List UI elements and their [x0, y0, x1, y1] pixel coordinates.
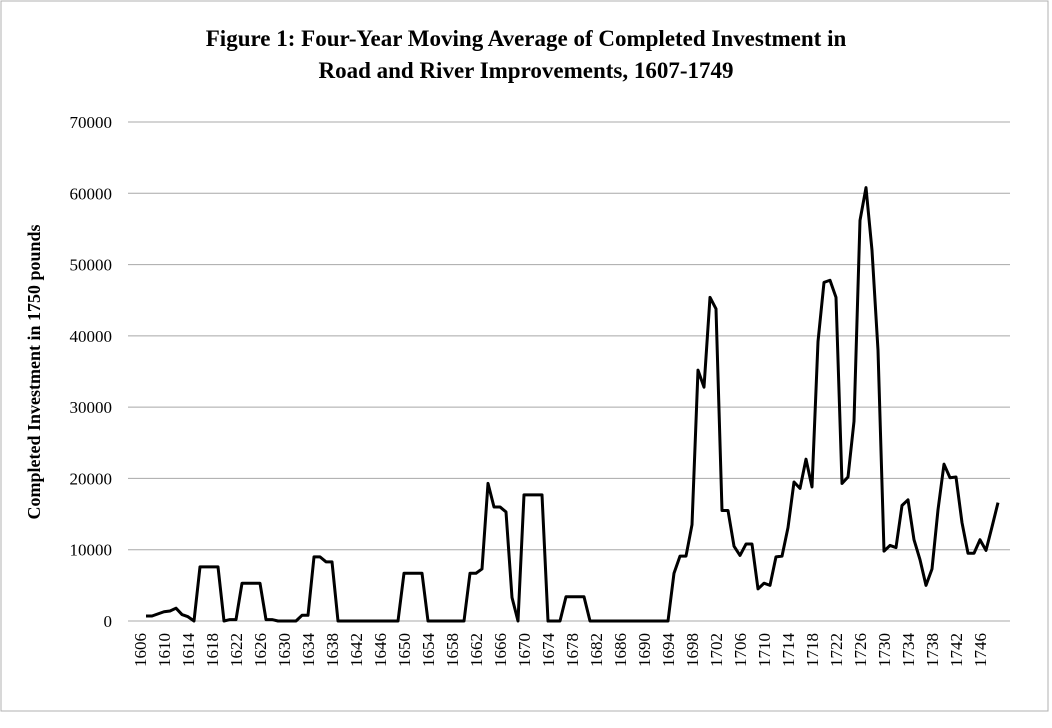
x-tick-label: 1630 — [275, 633, 294, 667]
chart-title: Road and River Improvements, 1607-1749 — [318, 58, 733, 83]
x-tick-label: 1738 — [923, 633, 942, 667]
x-tick-label: 1662 — [467, 633, 486, 667]
x-tick-label: 1682 — [587, 633, 606, 667]
x-tick-label: 1614 — [179, 633, 198, 668]
x-tick-label: 1674 — [539, 633, 558, 668]
x-tick-label: 1726 — [851, 633, 870, 667]
y-tick-label: 0 — [104, 612, 113, 631]
x-tick-label: 1694 — [659, 633, 678, 668]
x-tick-label: 1626 — [251, 633, 270, 667]
x-tick-label: 1650 — [395, 633, 414, 667]
x-tick-label: 1734 — [899, 633, 918, 668]
x-tick-label: 1658 — [443, 633, 462, 667]
x-tick-label: 1670 — [515, 633, 534, 667]
x-tick-label: 1678 — [563, 633, 582, 667]
x-tick-label: 1666 — [491, 633, 510, 667]
x-tick-label: 1742 — [947, 633, 966, 667]
y-tick-label: 10000 — [70, 541, 113, 560]
y-tick-label: 50000 — [70, 256, 113, 275]
x-tick-label: 1606 — [131, 633, 150, 667]
x-tick-label: 1746 — [971, 633, 990, 667]
y-tick-label: 70000 — [70, 113, 113, 132]
y-tick-label: 30000 — [70, 398, 113, 417]
x-tick-label: 1654 — [419, 633, 438, 668]
frame — [0, 0, 1049, 712]
x-tick-label: 1686 — [611, 633, 630, 667]
y-tick-label: 40000 — [70, 327, 113, 346]
x-tick-label: 1706 — [731, 633, 750, 667]
x-tick-label: 1642 — [347, 633, 366, 667]
x-tick-label: 1634 — [299, 633, 318, 668]
x-tick-label: 1718 — [803, 633, 822, 667]
x-tick-label: 1702 — [707, 633, 726, 667]
y-tick-label: 60000 — [70, 184, 113, 203]
x-tick-label: 1730 — [875, 633, 894, 667]
data-line — [146, 186, 1000, 623]
x-tick-label: 1646 — [371, 633, 390, 667]
x-tick-label: 1622 — [227, 633, 246, 667]
x-tick-label: 1690 — [635, 633, 654, 667]
chart-title: Figure 1: Four-Year Moving Average of Co… — [206, 26, 847, 51]
y-tick-label: 20000 — [70, 469, 113, 488]
x-tick-label: 1638 — [323, 633, 342, 667]
x-tick-label: 1610 — [155, 633, 174, 667]
x-tick-label: 1618 — [203, 633, 222, 667]
y-axis-label: Completed Investment in 1750 pounds — [24, 224, 44, 519]
x-tick-label: 1714 — [779, 633, 798, 668]
x-tick-label: 1722 — [827, 633, 846, 667]
x-tick-label: 1698 — [683, 633, 702, 667]
x-tick-label: 1710 — [755, 633, 774, 667]
